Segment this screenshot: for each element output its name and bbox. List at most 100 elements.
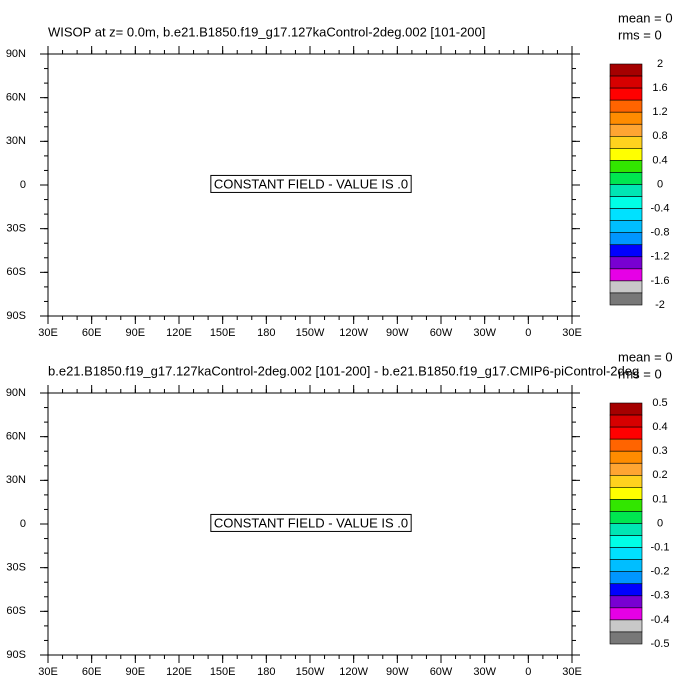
x-tick-label: 30E — [562, 327, 582, 339]
y-tick-label: 30S — [6, 562, 26, 574]
colorbar-box — [609, 559, 643, 573]
x-tick-label: 30E — [38, 327, 58, 339]
colorbar-box — [609, 148, 643, 161]
x-tick-label: 30W — [473, 666, 496, 678]
x-tick-label: 90W — [386, 666, 409, 678]
annotation-box — [210, 513, 412, 532]
colorbar-box — [609, 511, 643, 524]
colorbar-label: 1.2 — [652, 106, 667, 118]
colorbar-label: 0.2 — [652, 469, 667, 481]
colorbar-box — [609, 184, 643, 197]
x-tick-label: 180 — [257, 666, 275, 678]
colorbar-box — [609, 220, 643, 233]
colorbar-label: -0.3 — [651, 590, 670, 602]
colorbar-box — [609, 160, 643, 173]
x-tick-label: 120W — [339, 327, 368, 339]
x-tick-label: 180 — [257, 327, 275, 339]
stat-label: mean = 0 — [618, 10, 673, 25]
x-tick-label: 0 — [525, 327, 531, 339]
colorbar-box — [609, 196, 643, 209]
stat-label: mean = 0 — [618, 349, 673, 364]
y-tick-label: 60S — [6, 605, 26, 617]
stat-label: rms = 0 — [618, 366, 662, 381]
colorbar-box — [609, 268, 643, 282]
y-tick-label: 60N — [6, 92, 26, 104]
y-tick-label: 0 — [20, 179, 26, 191]
x-tick-label: 30E — [562, 666, 582, 678]
colorbar-box — [609, 256, 643, 270]
colorbar-box — [609, 438, 643, 452]
x-tick-label: 150E — [210, 327, 236, 339]
colorbar-label: -0.5 — [651, 638, 670, 650]
colorbar-box — [609, 571, 643, 585]
y-tick-label: 30S — [6, 223, 26, 235]
colorbar-box — [609, 208, 643, 221]
colorbar-box — [609, 172, 643, 185]
stat-label: rms = 0 — [618, 27, 662, 42]
x-tick-label: 90W — [386, 327, 409, 339]
x-tick-label: 60W — [430, 327, 453, 339]
annotation: CONSTANT FIELD - VALUE IS .0 — [214, 515, 408, 530]
colorbar-box — [609, 232, 643, 246]
colorbar-box — [609, 535, 643, 548]
x-tick-label: 120E — [166, 327, 192, 339]
colorbar-label: 0.5 — [652, 397, 667, 409]
colorbar-box — [609, 547, 643, 560]
x-tick-label: 0 — [525, 666, 531, 678]
colorbar-label: 1.6 — [652, 82, 667, 94]
colorbar-box — [609, 631, 643, 645]
x-tick-label: 60W — [430, 666, 453, 678]
y-tick-label: 30N — [6, 474, 26, 486]
x-tick-label: 60E — [82, 327, 102, 339]
y-tick-label: 90N — [6, 48, 26, 60]
colorbar-box — [609, 607, 643, 621]
colorbar-label: 0.4 — [652, 154, 667, 166]
x-tick-label: 30W — [473, 327, 496, 339]
colorbar-box — [609, 136, 643, 149]
y-tick-label: 60N — [6, 431, 26, 443]
colorbar-box — [609, 87, 643, 101]
colorbar-label: -1.6 — [651, 275, 670, 287]
colorbar-box — [609, 111, 643, 125]
colorbar-box — [609, 244, 643, 258]
colorbar-box — [609, 583, 643, 597]
plot-title: WISOP at z= 0.0m, b.e21.B1850.f19_g17.12… — [48, 24, 485, 39]
annotation: CONSTANT FIELD - VALUE IS .0 — [214, 176, 408, 191]
colorbar-box — [609, 63, 643, 77]
y-tick-label: 90S — [6, 310, 26, 322]
colorbar-box — [609, 99, 643, 113]
x-tick-label: 90E — [126, 327, 146, 339]
x-tick-label: 150W — [296, 666, 325, 678]
colorbar-box — [609, 619, 643, 633]
colorbar-box — [609, 123, 643, 137]
colorbar-label: -0.1 — [651, 542, 670, 554]
colorbar-label: 0.3 — [652, 445, 667, 457]
colorbar-box — [609, 414, 643, 428]
colorbar-box — [609, 292, 643, 306]
colorbar-label: -1.2 — [651, 251, 670, 263]
colorbar-label: -0.4 — [651, 614, 670, 626]
x-tick-label: 150W — [296, 327, 325, 339]
colorbar-label: -0.2 — [651, 566, 670, 578]
colorbar-box — [609, 595, 643, 609]
y-tick-label: 90S — [6, 649, 26, 661]
colorbar-label: 2 — [657, 58, 663, 70]
x-tick-label: 90E — [126, 666, 146, 678]
x-tick-label: 60E — [82, 666, 102, 678]
colorbar-box — [609, 474, 643, 488]
colorbar-label: 0.1 — [652, 493, 667, 505]
x-tick-label: 120E — [166, 666, 192, 678]
annotation-box — [210, 174, 412, 193]
colorbar-box — [609, 450, 643, 464]
colorbar-box — [609, 487, 643, 500]
x-tick-label: 120W — [339, 666, 368, 678]
colorbar-box — [609, 75, 643, 89]
colorbar-label: -2 — [655, 299, 665, 311]
colorbar-label: 0 — [657, 178, 663, 190]
y-tick-label: 30N — [6, 135, 26, 147]
colorbar-label: 0.8 — [652, 130, 667, 142]
colorbar-box — [609, 280, 643, 294]
y-tick-label: 60S — [6, 266, 26, 278]
